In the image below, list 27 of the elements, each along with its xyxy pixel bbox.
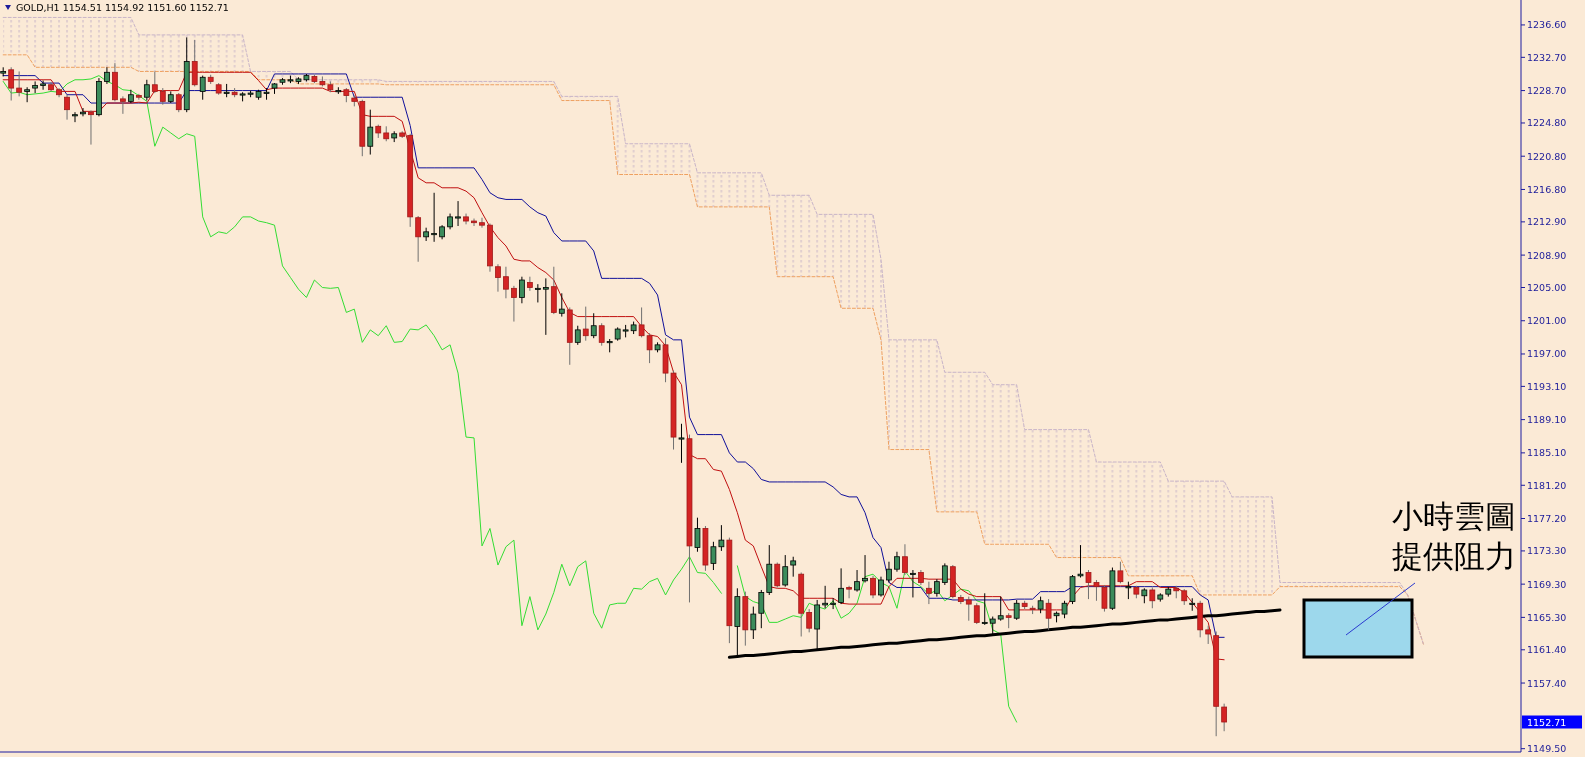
y-tick-label: 1201.00	[1527, 315, 1567, 327]
y-tick-label: 1197.00	[1527, 348, 1567, 360]
y-tick-label: 1185.10	[1527, 447, 1567, 459]
y-tick-label: 1228.70	[1527, 85, 1567, 97]
y-tick-label: 1189.10	[1527, 414, 1567, 426]
y-tick-label: 1173.30	[1527, 545, 1567, 557]
chart-title: GOLD,H1 1154.51 1154.92 1151.60 1152.71	[16, 2, 229, 13]
y-tick-label: 1181.20	[1527, 479, 1567, 491]
y-tick-label: 1220.80	[1527, 150, 1567, 162]
y-tick-label: 1232.70	[1527, 51, 1567, 63]
annotation: 小時雲圖	[1392, 498, 1516, 534]
y-tick-label: 1208.90	[1527, 249, 1567, 261]
y-tick-label: 1193.10	[1527, 380, 1567, 392]
y-tick-label: 1157.40	[1527, 677, 1567, 689]
y-tick-label: 1161.40	[1527, 644, 1567, 656]
line-series	[727, 608, 1282, 659]
y-tick-label: 1177.20	[1527, 513, 1567, 525]
y-tick-label: 1236.60	[1527, 19, 1567, 31]
y-tick-label: 1216.80	[1527, 183, 1567, 195]
y-tick-label: 1224.80	[1527, 117, 1567, 129]
y-tick-label: 1165.30	[1527, 611, 1567, 623]
y-tick-label: 1205.00	[1527, 282, 1567, 293]
y-tick-label: 1169.30	[1527, 578, 1567, 590]
text: 1152.71	[1527, 716, 1567, 728]
y-tick-label: 1212.90	[1527, 216, 1567, 228]
annotation: 提供阻力	[1392, 538, 1516, 574]
y-tick-label: 1149.50	[1527, 743, 1567, 755]
